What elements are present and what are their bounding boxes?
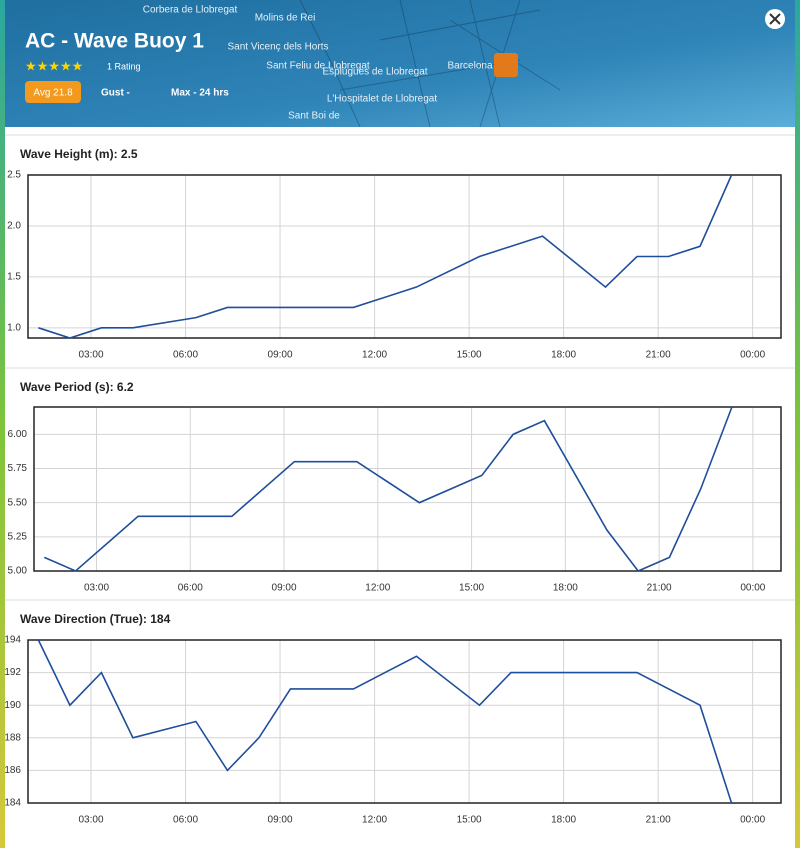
rating: 1 Rating [107,61,141,71]
close-icon [769,13,781,25]
x-tick-label: 12:00 [362,350,387,361]
y-tick-label: 5.25 [8,531,28,542]
y-tick-label: 5.75 [8,463,28,474]
data-line [37,639,733,804]
x-tick-label: 15:00 [457,350,482,361]
y-tick-label: 2.5 [7,170,21,181]
x-tick-label: 06:00 [178,583,203,594]
chart-title: Wave Period (s): 6.2 [20,380,134,394]
map-label: Molins de Rei [255,13,316,24]
x-tick-label: 09:00 [272,583,297,594]
data-line [38,174,733,339]
x-tick-label: 00:00 [740,583,765,594]
map-marker[interactable] [494,53,518,77]
y-tick-label: 6.00 [8,429,28,440]
station-title: AC - Wave Buoy 1 [25,30,204,53]
y-tick-label: 2.0 [7,221,21,232]
gust: Gust - [101,88,130,99]
plot-frame [33,406,782,572]
avg: Avg 21.8 [33,88,73,99]
x-tick-label: 06:00 [173,350,198,361]
panel [5,0,795,848]
x-tick-label: 03:00 [78,350,103,361]
x-tick-label: 18:00 [551,350,576,361]
y-tick-label: 5.00 [8,566,28,577]
chart-title: Wave Height (m): 2.5 [20,147,138,161]
x-tick-label: 09:00 [268,350,293,361]
y-tick-label: 192 [4,667,21,678]
x-tick-label: 15:00 [457,815,482,826]
x-tick-label: 06:00 [173,815,198,826]
map-label: Barcelona [447,61,492,72]
x-tick-label: 03:00 [84,583,109,594]
map-label: L'Hospitalet de Llobregat [327,94,438,105]
avg-badge[interactable] [25,81,81,103]
y-tick-label: 186 [4,765,21,776]
plot-frame [27,639,782,804]
x-tick-label: 09:00 [268,815,293,826]
x-tick-label: 21:00 [646,350,671,361]
y-tick-label: 5.50 [8,497,28,508]
x-tick-label: 03:00 [78,815,103,826]
stars: ★★★★★ [25,58,83,73]
plot-frame [27,174,782,339]
x-tick-label: 18:00 [553,583,578,594]
x-tick-label: 18:00 [551,815,576,826]
chart-title: Wave Direction (True): 184 [20,612,171,626]
map-header [5,0,795,127]
y-tick-label: 188 [4,732,21,743]
y-tick-label: 1.5 [7,272,21,283]
map-label: Sant Boi de [288,111,340,122]
max: Max - 24 hrs [171,88,229,99]
y-tick-label: 1.0 [7,322,21,333]
y-tick-label: 194 [4,635,21,646]
y-tick-label: 184 [4,798,21,809]
x-tick-label: 00:00 [740,350,765,361]
x-tick-label: 21:00 [646,815,671,826]
x-tick-label: 21:00 [647,583,672,594]
x-tick-label: 00:00 [740,815,765,826]
y-tick-label: 190 [4,700,21,711]
x-tick-label: 12:00 [365,583,390,594]
x-tick-label: 15:00 [459,583,484,594]
map-label: Sant Vicenç dels Horts [228,42,329,53]
x-tick-label: 12:00 [362,815,387,826]
map-label: Sant Feliu de Llobregat [266,61,370,72]
map-label: Esplugues de Llobregat [322,67,427,78]
map-label: Corbera de Llobregat [143,5,238,16]
data-line [43,406,733,572]
